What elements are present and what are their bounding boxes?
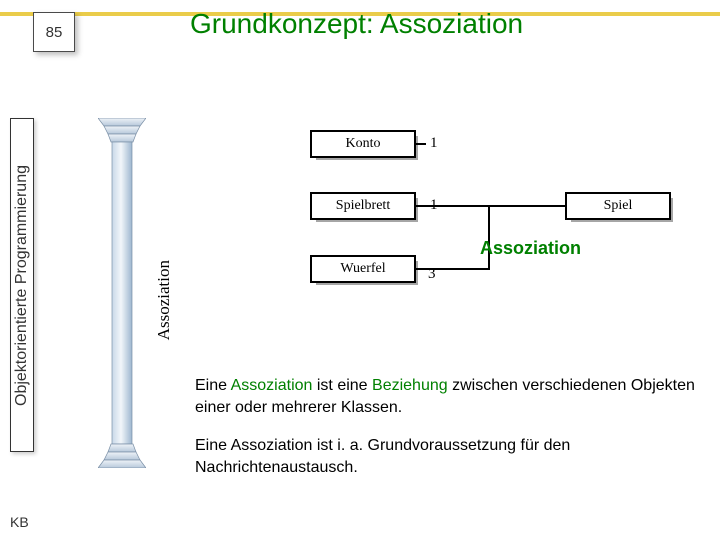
p1-mid1: ist eine	[312, 377, 372, 394]
cardinality-konto: 1	[430, 135, 438, 152]
edge-wuerfel-h1	[416, 268, 490, 270]
p1-hl2: Beziehung	[372, 377, 448, 394]
node-wuerfel: Wuerfel	[310, 255, 416, 283]
node-wuerfel-label: Wuerfel	[340, 261, 385, 277]
uml-diagram: Konto 1 Spielbrett 1 Wuerfel 3 Spiel Ass…	[280, 130, 690, 305]
sidebar-tab-label: Objektorientierte Programmierung	[13, 165, 31, 406]
footer-kb: KB	[10, 514, 29, 530]
paragraph-2: Eine Assoziation ist i. a. Grundvorausse…	[195, 435, 695, 478]
association-label: Assoziation	[480, 238, 581, 259]
node-spiel-label: Spiel	[604, 198, 633, 214]
page-number: 85	[46, 24, 63, 41]
pillar-label-tab: Assoziation	[153, 230, 175, 370]
slide-title: Grundkonzept: Assoziation	[190, 8, 523, 40]
node-spielbrett: Spielbrett	[310, 192, 416, 220]
node-spiel: Spiel	[565, 192, 671, 220]
p1-pre: Eine	[195, 377, 231, 394]
node-konto: Konto	[310, 130, 416, 158]
paragraph-1: Eine Assoziation ist eine Beziehung zwis…	[195, 375, 695, 418]
edge-konto-stub	[416, 143, 426, 145]
node-spielbrett-label: Spielbrett	[336, 198, 390, 214]
edge-spielbrett-spiel	[416, 205, 565, 207]
p1-hl1: Assoziation	[231, 377, 313, 394]
sidebar-tab: Objektorientierte Programmierung	[10, 118, 34, 452]
node-konto-label: Konto	[346, 136, 381, 152]
pillar-label: Assoziation	[154, 260, 174, 340]
pillar-graphic	[98, 118, 146, 468]
page-number-box: 85	[33, 12, 75, 52]
